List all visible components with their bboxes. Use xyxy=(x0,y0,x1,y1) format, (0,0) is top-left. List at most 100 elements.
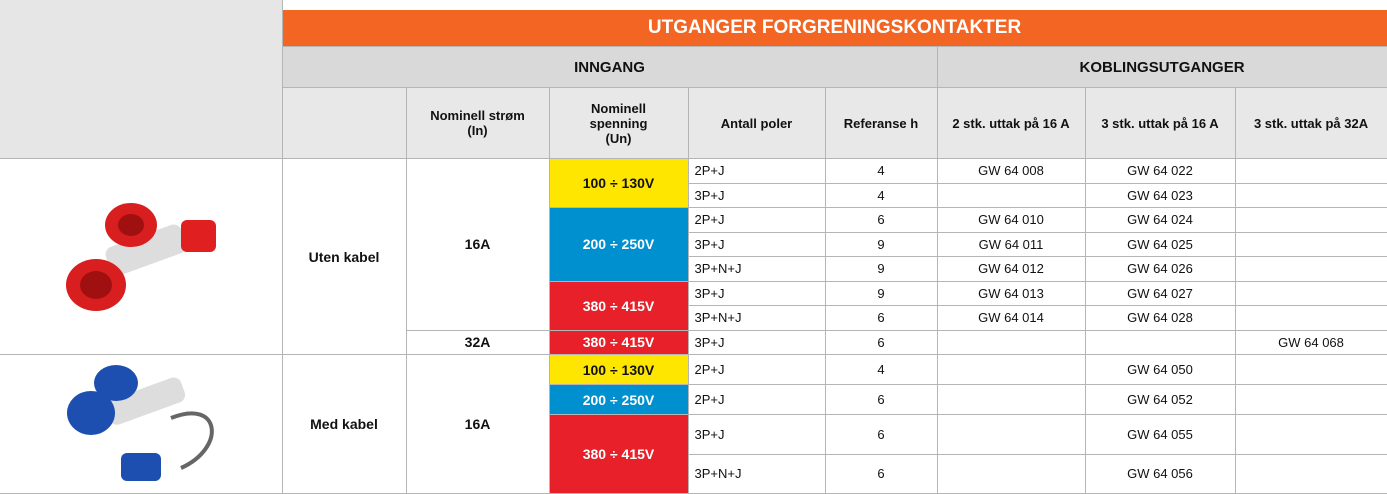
poles-text: 2P+J xyxy=(688,159,825,184)
column-header: Antall poler xyxy=(688,88,825,159)
poles-text: 3P+J xyxy=(688,330,825,355)
column-header: 2 stk. uttak på 16 A xyxy=(937,88,1085,159)
voltage-text: 380 ÷ 415V xyxy=(549,415,688,494)
output-code xyxy=(1085,330,1235,355)
group-header-text: KOBLINGSUTGANGER xyxy=(937,47,1387,88)
product-table: UTGANGER FORGRENINGSKONTAKTERINNGANGKOBL… xyxy=(0,0,1387,494)
output-code xyxy=(1235,208,1387,233)
column-header: 3 stk. uttak på 32A xyxy=(1235,88,1387,159)
output-code xyxy=(1235,159,1387,184)
column-header-text: 3 stk. uttak på 32A xyxy=(1242,116,1381,131)
output-code-text: GW 64 055 xyxy=(1085,415,1235,455)
output-code xyxy=(1235,183,1387,208)
column-header: Referanse h xyxy=(825,88,937,159)
voltage-text: 200 ÷ 250V xyxy=(549,208,688,282)
output-code xyxy=(1235,415,1387,455)
poles-text: 3P+J xyxy=(688,232,825,257)
column-header-text: 2 stk. uttak på 16 A xyxy=(944,116,1079,131)
poles-text: 3P+N+J xyxy=(688,306,825,331)
output-code-text: GW 64 027 xyxy=(1085,281,1235,306)
reference-text: 6 xyxy=(825,385,937,415)
output-code-text: GW 64 052 xyxy=(1085,385,1235,415)
voltage-text: 100 ÷ 130V xyxy=(549,355,688,385)
product-image xyxy=(51,358,231,488)
section-label-text: Uten kabel xyxy=(282,159,406,355)
output-code xyxy=(1235,385,1387,415)
output-code xyxy=(937,454,1085,494)
poles-text: 2P+J xyxy=(688,208,825,233)
output-code xyxy=(937,330,1085,355)
output-code xyxy=(937,415,1085,455)
reference-text: 6 xyxy=(825,415,937,455)
table-title-text: UTGANGER FORGRENINGSKONTAKTER xyxy=(282,0,1387,47)
reference-text: 6 xyxy=(825,208,937,233)
column-header xyxy=(282,88,406,159)
output-code xyxy=(1235,257,1387,282)
output-code-text: GW 64 025 xyxy=(1085,232,1235,257)
poles-text: 3P+N+J xyxy=(688,257,825,282)
output-code xyxy=(937,355,1085,385)
output-code xyxy=(1235,306,1387,331)
output-code-text: GW 64 014 xyxy=(937,306,1085,331)
group-header-text: INNGANG xyxy=(282,47,937,88)
poles-text: 3P+J xyxy=(688,183,825,208)
output-code-text: GW 64 050 xyxy=(1085,355,1235,385)
output-code xyxy=(1235,281,1387,306)
output-code xyxy=(1235,454,1387,494)
column-header-text: Nominell strøm (In) xyxy=(423,108,533,138)
output-code-text: GW 64 026 xyxy=(1085,257,1235,282)
output-code xyxy=(1235,355,1387,385)
column-header: 3 stk. uttak på 16 A xyxy=(1085,88,1235,159)
column-header-text: Nominell spenning (Un) xyxy=(579,101,659,146)
image-cell xyxy=(0,159,282,355)
current-text: 32A xyxy=(406,330,549,355)
column-header: Nominell spenning (Un) xyxy=(549,88,688,159)
reference-text: 4 xyxy=(825,355,937,385)
output-code-text: GW 64 008 xyxy=(937,159,1085,184)
output-code-text: GW 64 010 xyxy=(937,208,1085,233)
output-code-text: GW 64 011 xyxy=(937,232,1085,257)
voltage-text: 380 ÷ 415V xyxy=(549,330,688,355)
poles-text: 2P+J xyxy=(688,355,825,385)
column-header-text: Antall poler xyxy=(695,116,819,131)
poles-text: 3P+J xyxy=(688,415,825,455)
poles-text: 3P+J xyxy=(688,281,825,306)
reference-text: 6 xyxy=(825,454,937,494)
output-code xyxy=(1235,232,1387,257)
voltage-text: 380 ÷ 415V xyxy=(549,281,688,330)
output-code-text: GW 64 028 xyxy=(1085,306,1235,331)
reference-text: 4 xyxy=(825,183,937,208)
output-code-text: GW 64 022 xyxy=(1085,159,1235,184)
reference-text: 9 xyxy=(825,257,937,282)
row: UTGANGER FORGRENINGSKONTAKTER xyxy=(0,0,1387,47)
voltage-text: 100 ÷ 130V xyxy=(549,159,688,208)
column-header-text: Referanse h xyxy=(832,116,931,131)
column-header: Nominell strøm (In) xyxy=(406,88,549,159)
reference-text: 6 xyxy=(825,306,937,331)
current-text: 16A xyxy=(406,159,549,331)
output-code-text: GW 64 056 xyxy=(1085,454,1235,494)
current-text: 16A xyxy=(406,355,549,494)
reference-text: 9 xyxy=(825,281,937,306)
poles-text: 2P+J xyxy=(688,385,825,415)
reference-text: 9 xyxy=(825,232,937,257)
reference-text: 4 xyxy=(825,159,937,184)
voltage-text: 200 ÷ 250V xyxy=(549,385,688,415)
column-header-text: 3 stk. uttak på 16 A xyxy=(1092,116,1229,131)
output-code-text: GW 64 013 xyxy=(937,281,1085,306)
output-code-text: GW 64 024 xyxy=(1085,208,1235,233)
output-code xyxy=(937,183,1085,208)
output-code-text: GW 64 068 xyxy=(1235,330,1387,355)
corner xyxy=(0,0,282,159)
poles-text: 3P+N+J xyxy=(688,454,825,494)
output-code xyxy=(937,385,1085,415)
section-label-text: Med kabel xyxy=(282,355,406,494)
output-code-text: GW 64 023 xyxy=(1085,183,1235,208)
output-code-text: GW 64 012 xyxy=(937,257,1085,282)
page: {"header": {"title": "UTGANGER FORGRENIN… xyxy=(0,0,1387,491)
reference-text: 6 xyxy=(825,330,937,355)
product-image xyxy=(51,190,231,320)
image-cell xyxy=(0,355,282,494)
row: Uten kabel16A100 ÷ 130V2P+J4GW 64 008GW … xyxy=(0,159,1387,184)
